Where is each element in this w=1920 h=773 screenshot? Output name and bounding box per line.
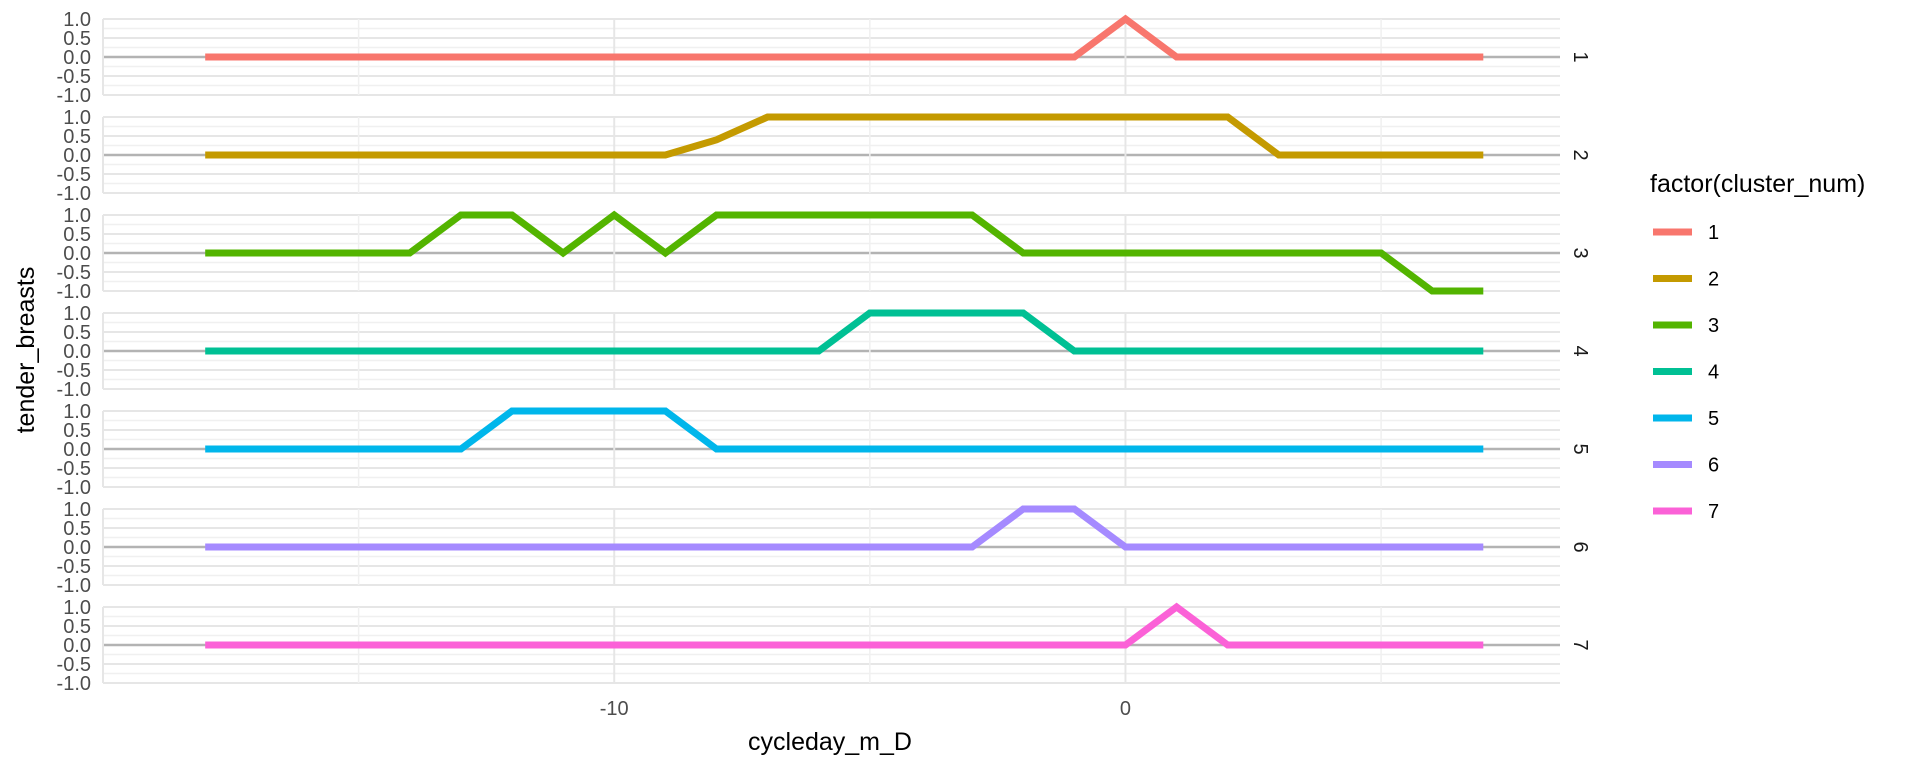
y-tick-label: -0.5	[57, 164, 91, 186]
legend-label-5: 5	[1708, 408, 1719, 430]
y-tick-label: 0.5	[63, 322, 91, 344]
series-line-3	[205, 210, 1484, 295]
facet-panel-4	[102, 312, 1560, 390]
y-tick-label: 0.5	[63, 126, 91, 148]
y-tick-label: 0.0	[63, 47, 91, 69]
legend-items: 1 2 3 4 5 6 7	[1653, 222, 1719, 523]
legend-label-7: 7	[1708, 501, 1719, 523]
series-line-6	[205, 505, 1484, 551]
y-tick-label: 1.0	[63, 401, 91, 423]
strip-label-6: 6	[1569, 541, 1591, 552]
y-tick-label: -0.5	[57, 458, 91, 480]
strip-label-3: 3	[1569, 247, 1591, 258]
series-line-7	[205, 602, 1484, 649]
legend-title: factor(cluster_num)	[1650, 170, 1865, 198]
legend-item-4: 4	[1653, 362, 1719, 384]
y-tick-label: 1.0	[63, 303, 91, 325]
y-tick-label: -0.5	[57, 360, 91, 382]
y-tick-label: -0.5	[57, 66, 91, 88]
strip-label-7: 7	[1569, 639, 1591, 650]
y-tick-label: 0.0	[63, 537, 91, 559]
y-tick-label: 0.5	[63, 224, 91, 246]
y-tick-label: -0.5	[57, 654, 91, 676]
legend: factor(cluster_num) 1 2 3 4 5 6 7	[1650, 170, 1865, 523]
strip-label-4: 4	[1569, 345, 1591, 356]
line-layer	[205, 14, 1484, 649]
strip-label-1: 1	[1569, 51, 1591, 62]
legend-label-2: 2	[1708, 269, 1719, 291]
legend-item-1: 1	[1653, 222, 1719, 244]
y-tick-label: 0.5	[63, 518, 91, 540]
grid-layer	[102, 18, 1560, 684]
y-tick-label: -1.0	[57, 477, 91, 499]
y-tick-label: -1.0	[57, 85, 91, 107]
y-tick-label: -1.0	[57, 281, 91, 303]
y-tick-label: -1.0	[57, 183, 91, 205]
legend-item-3: 3	[1653, 315, 1719, 337]
y-tick-label: 1.0	[63, 205, 91, 227]
legend-item-2: 2	[1653, 269, 1719, 291]
y-tick-label: -1.0	[57, 379, 91, 401]
series-line-1	[205, 14, 1484, 61]
legend-item-5: 5	[1653, 408, 1719, 430]
y-tick-label: 0.0	[63, 243, 91, 265]
y-tick-label: 0.0	[63, 341, 91, 363]
facet-panel-3	[102, 214, 1560, 292]
y-tick-label: 0.0	[63, 635, 91, 657]
y-tick-label: 0.0	[63, 145, 91, 167]
series-line-2	[205, 113, 1484, 159]
series-line-5	[205, 407, 1484, 453]
y-tick-label: 1.0	[63, 107, 91, 129]
y-tick-label: 0.5	[63, 28, 91, 50]
y-tick-label: 1.0	[63, 9, 91, 31]
x-tick-labels: -10 0	[600, 698, 1131, 720]
legend-item-6: 6	[1653, 455, 1719, 477]
y-tick-label: 0.5	[63, 420, 91, 442]
strip-label-5: 5	[1569, 443, 1591, 454]
y-tick-label: 1.0	[63, 597, 91, 619]
y-tick-label: -0.5	[57, 262, 91, 284]
x-axis-title: cycleday_m_D	[748, 728, 912, 756]
x-tick-label: -10	[600, 698, 629, 720]
legend-item-7: 7	[1653, 501, 1719, 523]
legend-label-6: 6	[1708, 455, 1719, 477]
x-tick-label: 0	[1120, 698, 1131, 720]
y-tick-label: -1.0	[57, 673, 91, 695]
strip-label-2: 2	[1569, 149, 1591, 160]
y-tick-label: 0.5	[63, 616, 91, 638]
y-tick-label: -0.5	[57, 556, 91, 578]
y-tick-label: -1.0	[57, 575, 91, 597]
y-axis-title: tender_breasts	[12, 267, 40, 434]
series-line-4	[205, 309, 1484, 355]
legend-label-1: 1	[1708, 222, 1719, 244]
legend-label-3: 3	[1708, 315, 1719, 337]
y-tick-label: 0.0	[63, 439, 91, 461]
y-tick-labels: 1.00.50.0-0.5-1.01.00.50.0-0.5-1.01.00.5…	[57, 9, 91, 695]
facet-strip-labels: 1 2 3 4 5 6 7	[1569, 51, 1591, 650]
y-tick-label: 1.0	[63, 499, 91, 521]
legend-label-4: 4	[1708, 362, 1719, 384]
